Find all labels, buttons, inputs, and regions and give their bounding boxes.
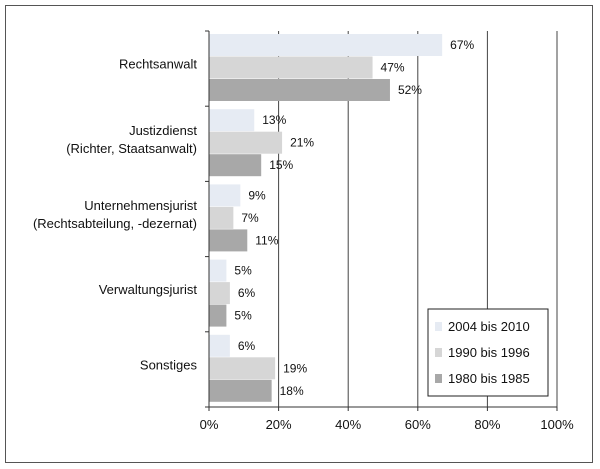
data-label-0-2: 52% bbox=[398, 83, 422, 97]
bar-1-2 bbox=[209, 154, 262, 177]
data-label-3-0: 5% bbox=[234, 264, 252, 278]
data-label-3-1: 6% bbox=[238, 286, 256, 300]
x-tick-label-4: 80% bbox=[474, 417, 500, 432]
bar-3-0 bbox=[209, 259, 227, 282]
data-label-2-2: 11% bbox=[255, 233, 278, 247]
x-tick-label-2: 40% bbox=[335, 417, 361, 432]
bar-3-2 bbox=[209, 304, 227, 327]
category-label-2-0: Unternehmensjurist bbox=[84, 198, 197, 213]
x-tick-label-5: 100% bbox=[540, 417, 574, 432]
legend-swatch-0 bbox=[435, 322, 442, 331]
category-label-1-1: (Richter, Staatsanwalt) bbox=[66, 141, 197, 156]
data-label-3-2: 5% bbox=[234, 309, 252, 323]
bar-2-1 bbox=[209, 206, 234, 229]
x-tick-label-3: 60% bbox=[405, 417, 431, 432]
x-tick-label-0: 0% bbox=[200, 417, 219, 432]
legend-swatch-2 bbox=[435, 374, 442, 383]
bar-1-0 bbox=[209, 109, 255, 132]
bar-4-2 bbox=[209, 379, 272, 402]
legend-swatch-1 bbox=[435, 348, 442, 357]
data-label-4-2: 18% bbox=[280, 384, 304, 398]
x-tick-label-1: 20% bbox=[266, 417, 292, 432]
bar-2-0 bbox=[209, 184, 241, 207]
data-label-4-0: 6% bbox=[238, 339, 256, 353]
data-label-4-1: 19% bbox=[283, 361, 307, 375]
category-label-3-0: Verwaltungsjurist bbox=[99, 282, 198, 297]
data-label-1-2: 15% bbox=[269, 158, 293, 172]
category-label-0-0: Rechtsanwalt bbox=[119, 57, 197, 72]
category-label-1-0: Justizdienst bbox=[129, 123, 197, 138]
bar-4-0 bbox=[209, 334, 230, 357]
legend-box bbox=[427, 308, 549, 397]
bar-0-2 bbox=[209, 79, 390, 101]
bar-4-1 bbox=[209, 357, 276, 380]
data-label-0-1: 47% bbox=[381, 61, 405, 75]
data-label-2-0: 9% bbox=[248, 188, 266, 202]
legend-label-0: 2004 bis 2010 bbox=[448, 319, 530, 334]
category-label-4-0: Sonstiges bbox=[140, 357, 198, 372]
category-label-2-1: (Rechtsabteilung, -dezernat) bbox=[33, 216, 197, 231]
bar-3-1 bbox=[209, 282, 230, 305]
bar-1-1 bbox=[209, 131, 283, 154]
bar-2-2 bbox=[209, 229, 248, 252]
legend-label-2: 1980 bis 1985 bbox=[448, 371, 530, 386]
data-label-0-0: 67% bbox=[450, 38, 474, 52]
legend-label-1: 1990 bis 1996 bbox=[448, 345, 530, 360]
data-label-1-1: 21% bbox=[290, 136, 314, 150]
data-label-1-0: 13% bbox=[262, 113, 286, 127]
bar-0-0 bbox=[209, 34, 443, 56]
data-label-2-1: 7% bbox=[241, 211, 259, 225]
bar-0-1 bbox=[209, 56, 373, 79]
